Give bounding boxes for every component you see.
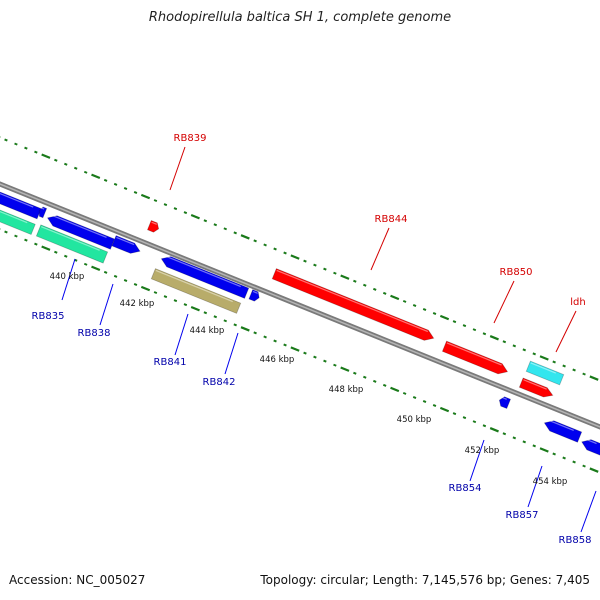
leader-line-rb850 <box>493 280 515 324</box>
gene-feature-rb854 <box>498 396 512 410</box>
leader-line-rb854 <box>469 439 485 482</box>
gene-label-leaders <box>61 146 597 533</box>
gene-feature-rb858 <box>581 437 600 456</box>
gene-label-rb854[interactable]: RB854 <box>449 483 482 494</box>
inner-tick-row <box>0 228 599 473</box>
gene-label-rb835[interactable]: RB835 <box>32 311 65 322</box>
gene-label-rb839[interactable]: RB839 <box>174 133 207 144</box>
scale-label: 442 kbp <box>120 299 155 309</box>
leader-line-ldh <box>555 310 577 353</box>
accession-label: Accession: NC_005027 <box>9 573 146 587</box>
gene-label-rb858[interactable]: RB858 <box>559 535 592 546</box>
leader-line-rb838 <box>99 283 114 326</box>
gene-features <box>0 190 600 456</box>
gene-label-rb844[interactable]: RB844 <box>375 214 408 225</box>
scale-label: 450 kbp <box>397 415 432 425</box>
gene-feature-rb839 <box>146 219 160 233</box>
map-title: Rhodopirellula baltica SH 1, complete ge… <box>148 10 452 25</box>
scale-label: 440 kbp <box>50 272 85 282</box>
gene-feature-ldh <box>525 360 565 386</box>
scale-labels: 440 kbp 442 kbp 444 kbp 446 kbp 448 kbp 450 k… <box>50 272 568 487</box>
gene-label-rb841[interactable]: RB841 <box>154 357 187 368</box>
leader-line-rb842 <box>224 332 239 375</box>
gene-labels: RB839 RB844 RB850 ldh RB835 RB838 RB841 RB842 RB… <box>32 133 592 546</box>
misc-feature-1 <box>150 268 242 314</box>
leader-line-rb835 <box>61 258 76 301</box>
rna-feature-2 <box>35 224 109 264</box>
scale-label: 454 kbp <box>533 477 568 487</box>
scale-label: 444 kbp <box>190 326 225 336</box>
gene-feature-rb838 <box>111 235 141 254</box>
gene-feature-rb834 <box>0 190 42 220</box>
gene-feature-rb841 <box>160 254 250 299</box>
rna-feature-1 <box>0 204 36 236</box>
gene-feature-rb857 <box>543 418 583 443</box>
gene-label-rb838[interactable]: RB838 <box>78 328 111 339</box>
scale-label: 446 kbp <box>260 355 295 365</box>
gene-label-rb857[interactable]: RB857 <box>506 510 539 521</box>
leader-line-rb841 <box>174 313 189 356</box>
gene-feature-rb835 <box>38 206 48 219</box>
gene-label-ldh[interactable]: ldh <box>570 297 585 308</box>
gene-label-rb850[interactable]: RB850 <box>500 267 533 278</box>
leader-line-rb858 <box>580 490 597 533</box>
genome-summary: Topology: circular; Length: 7,145,576 bp… <box>260 573 590 587</box>
tick-rows <box>0 136 599 473</box>
leader-line-rb857 <box>527 465 543 508</box>
gene-feature-rb851 <box>518 377 554 398</box>
outer-tick-row <box>0 136 599 381</box>
leader-line-rb844 <box>370 227 390 271</box>
gene-feature-rb850 <box>441 340 509 375</box>
scale-label: 448 kbp <box>329 385 364 395</box>
gene-label-rb842[interactable]: RB842 <box>203 377 236 388</box>
leader-line-rb839 <box>169 146 186 191</box>
scale-label: 452 kbp <box>465 446 500 456</box>
gene-feature-rb836 <box>46 213 116 250</box>
gene-feature-rb844 <box>271 268 435 341</box>
gene-feature-rb842 <box>248 289 260 302</box>
